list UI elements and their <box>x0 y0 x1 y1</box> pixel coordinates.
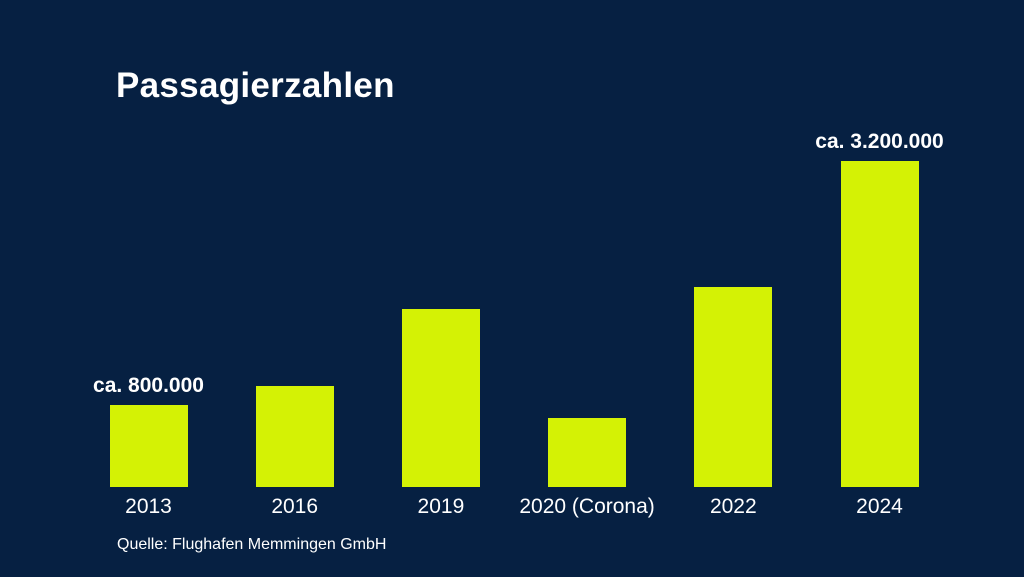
bar-2020-corona <box>548 418 627 487</box>
x-axis-label-2022: 2022 <box>709 495 757 518</box>
bar-value-annotation-2024: ca. 3.200.000 <box>815 130 944 153</box>
chart-title: Passagierzahlen <box>116 66 395 105</box>
bar-2013 <box>109 405 188 487</box>
bar-group-2013: ca. 800.000 <box>76 374 222 487</box>
bar-group-2024: ca. 3.200.000 <box>807 130 953 487</box>
bar-group-2020-corona <box>514 418 660 487</box>
bar-group-2022 <box>660 287 806 487</box>
bar-group-2016 <box>222 386 368 487</box>
source-caption: Quelle: Flughafen Memmingen GmbH <box>117 536 387 553</box>
x-axis-label-2016: 2016 <box>271 495 319 518</box>
bar-2019 <box>401 309 480 487</box>
bar-2022 <box>694 287 773 487</box>
x-axis-label-2013: 2013 <box>125 495 172 518</box>
bar-group-2019 <box>368 309 514 487</box>
bar-2024 <box>840 161 919 487</box>
bar-value-annotation-2013: ca. 800.000 <box>93 374 204 397</box>
bar-2016 <box>255 386 334 487</box>
x-axis-label-2019: 2019 <box>417 495 465 518</box>
x-axis-label-2024: 2024 <box>856 495 903 518</box>
x-axis-label-2020-corona: 2020 (Corona) <box>519 495 655 518</box>
